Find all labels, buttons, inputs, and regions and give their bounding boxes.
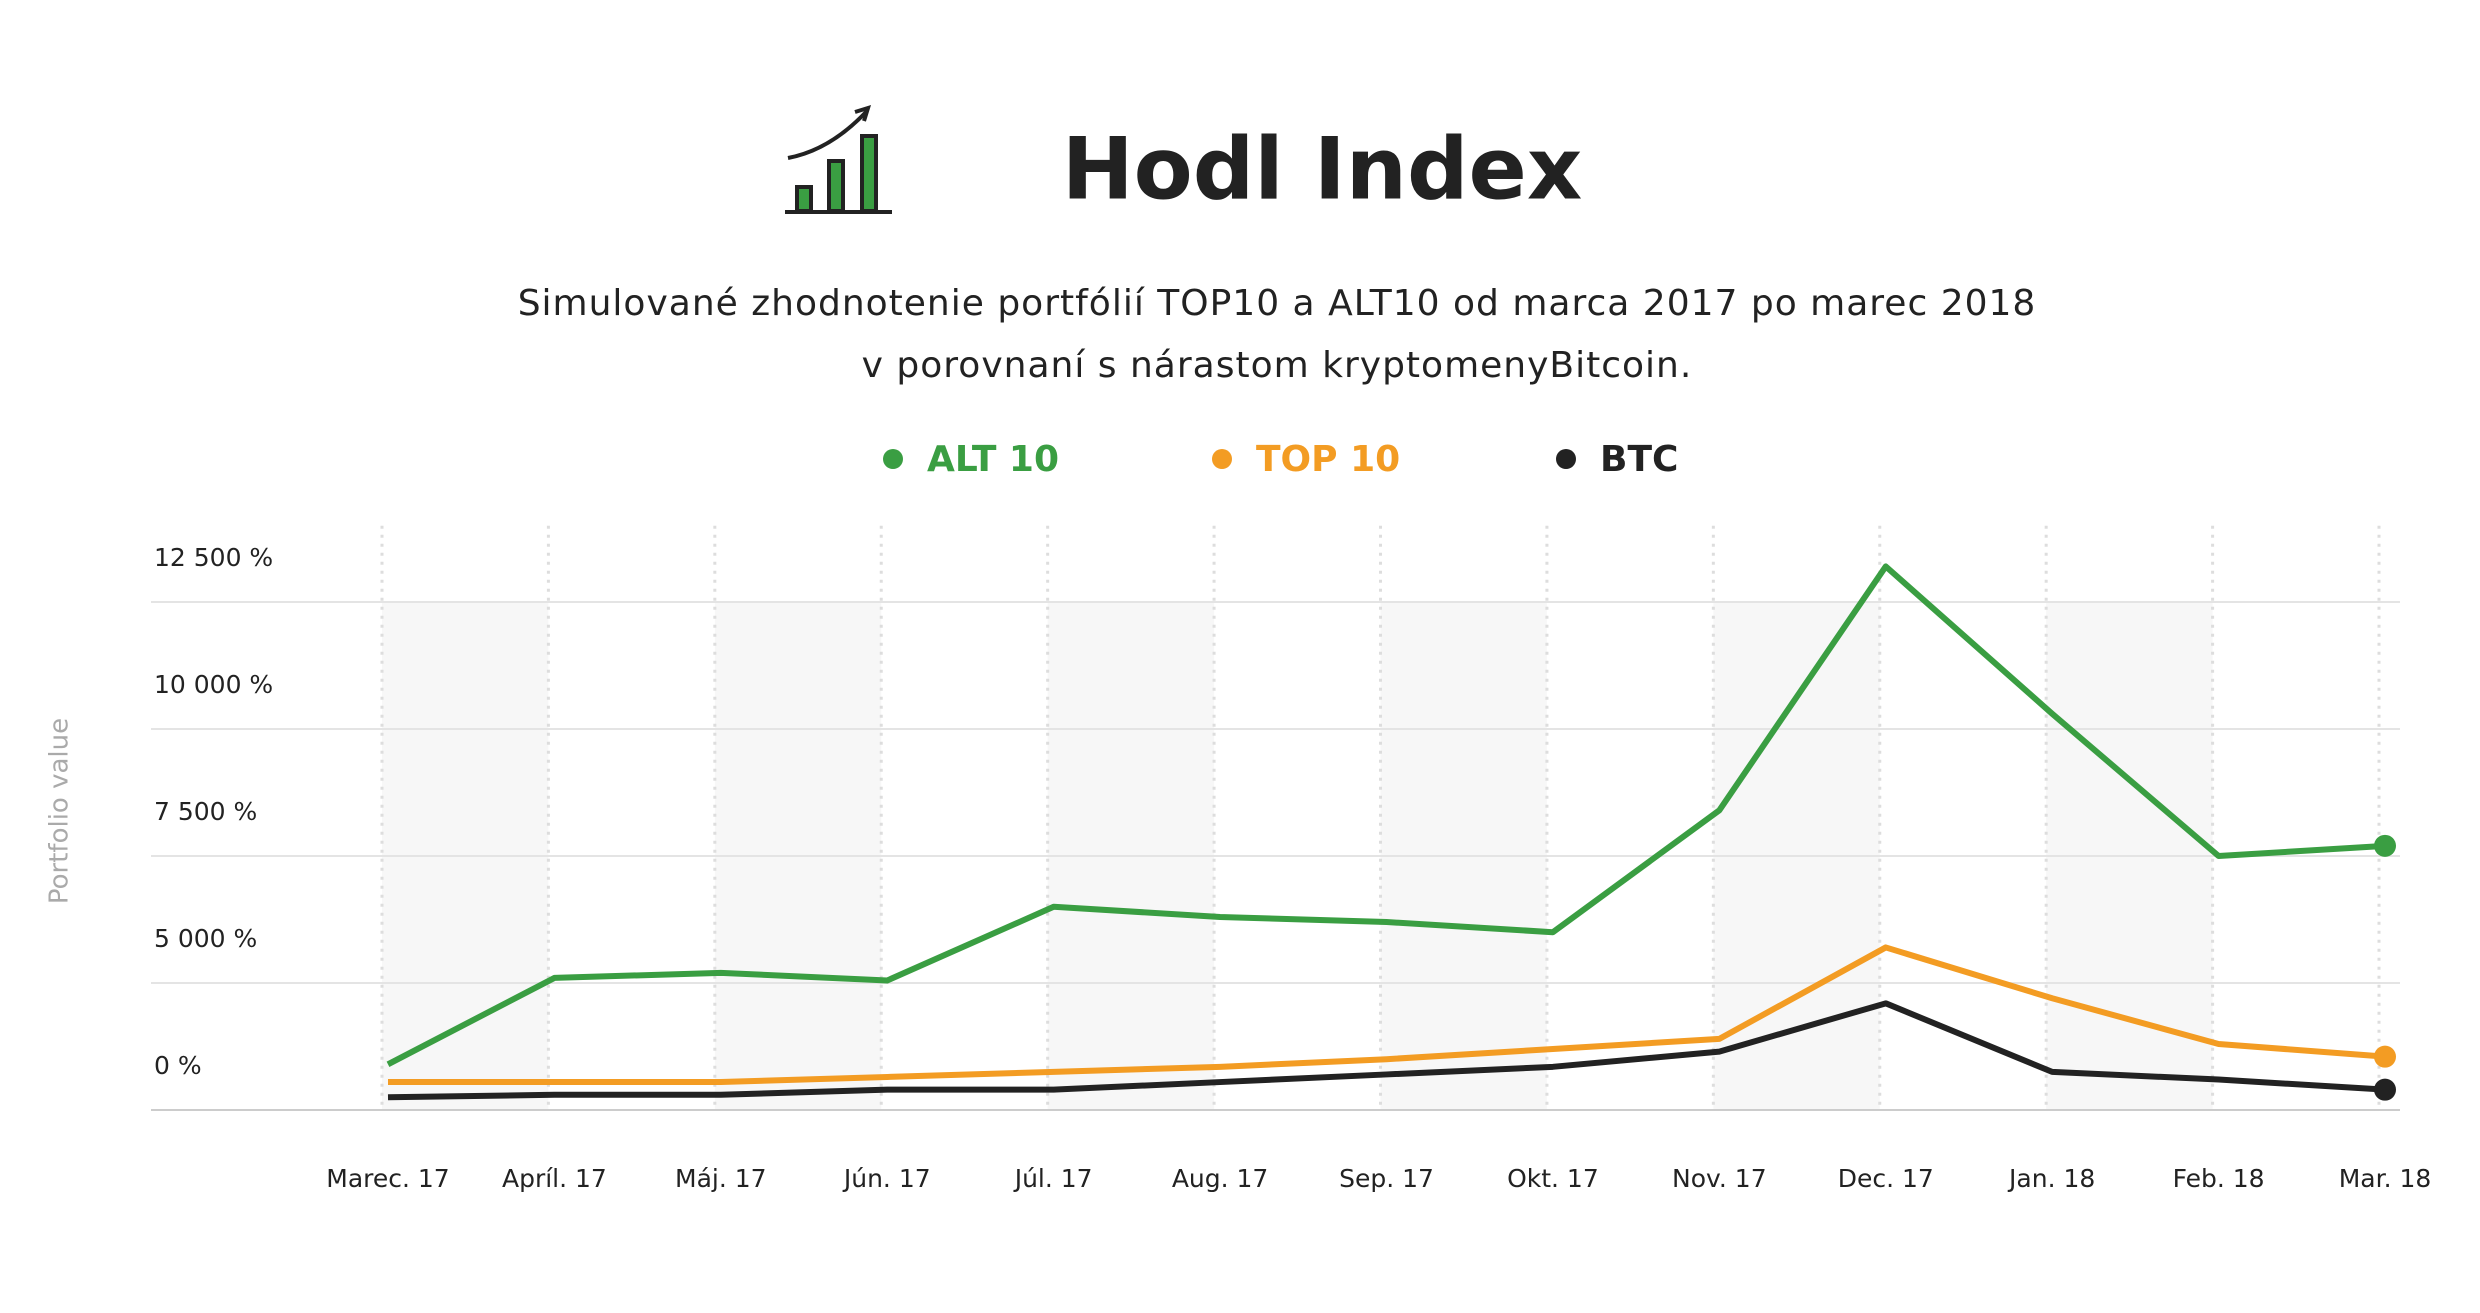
legend-label: TOP 10 bbox=[1256, 439, 1400, 480]
chart-subtitle: v porovnaní s nárastom kryptomenyBitcoin… bbox=[862, 345, 1693, 386]
x-tick-label: Jún. 17 bbox=[842, 1164, 931, 1193]
chart-subtitle: Simulované zhodnotenie portfólií TOP10 a… bbox=[518, 283, 2037, 324]
x-tick-label: Júl. 17 bbox=[1013, 1164, 1093, 1193]
chart-title: Hodl Index bbox=[1062, 119, 1583, 219]
y-tick-label: 7 500 % bbox=[154, 797, 257, 826]
x-tick-label: Sep. 17 bbox=[1339, 1164, 1434, 1193]
series-line bbox=[388, 944, 2386, 1086]
x-tick-label: Marec. 17 bbox=[326, 1164, 449, 1193]
x-tick-label: Jan. 18 bbox=[2007, 1164, 2095, 1193]
x-tick-label: Aug. 17 bbox=[1172, 1164, 1269, 1193]
y-tick-label: 10 000 % bbox=[154, 670, 273, 699]
y-tick-label: 5 000 % bbox=[154, 924, 257, 953]
y-tick-label: 0 % bbox=[154, 1051, 202, 1080]
legend-marker bbox=[883, 449, 903, 469]
end-marker bbox=[2374, 834, 2396, 857]
x-tick-label: Nov. 17 bbox=[1672, 1164, 1767, 1193]
x-tick-label: Máj. 17 bbox=[675, 1164, 767, 1193]
legend-marker bbox=[1556, 449, 1576, 469]
legend-marker bbox=[1212, 449, 1232, 469]
chart-icon bbox=[785, 104, 892, 214]
y-axis-title: Portfolio value bbox=[45, 718, 75, 904]
legend-label: BTC bbox=[1600, 439, 1678, 480]
y-tick-label: 12 500 % bbox=[154, 543, 273, 572]
x-tick-label: Okt. 17 bbox=[1507, 1164, 1599, 1193]
legend-label: ALT 10 bbox=[927, 439, 1059, 480]
series-line bbox=[387, 1000, 2386, 1101]
x-tick-label: Feb. 18 bbox=[2173, 1164, 2265, 1193]
x-tick-label: Dec. 17 bbox=[1838, 1164, 1934, 1193]
end-marker bbox=[2374, 1045, 2396, 1068]
x-tick-label: Mar. 18 bbox=[2339, 1164, 2432, 1193]
series-line bbox=[386, 563, 2386, 1067]
end-marker bbox=[2374, 1078, 2396, 1101]
x-tick-label: Apríl. 17 bbox=[502, 1164, 607, 1193]
